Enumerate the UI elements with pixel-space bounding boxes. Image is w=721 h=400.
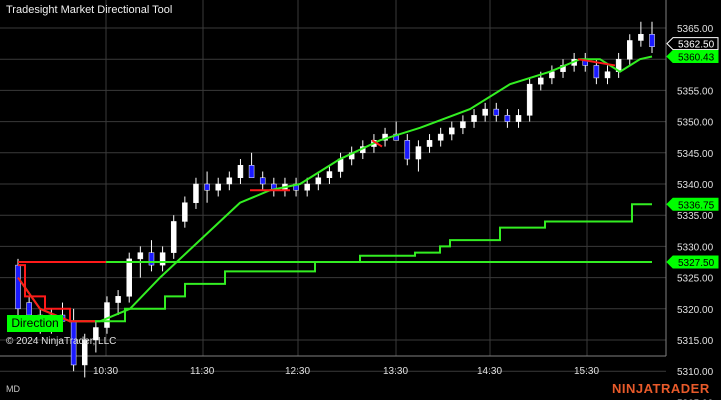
candle-body xyxy=(526,83,533,116)
price-label-text: 5362.50 xyxy=(678,40,715,51)
candle-body xyxy=(215,183,221,191)
footer-label: MD xyxy=(6,384,20,394)
price-label-marker xyxy=(666,197,719,211)
candle-body xyxy=(482,108,488,116)
candle-body xyxy=(460,121,466,129)
direction-button[interactable]: Direction xyxy=(7,315,63,332)
price-label-text: 5360.43 xyxy=(678,53,715,64)
candle-body xyxy=(638,33,644,41)
candle-body xyxy=(126,258,132,297)
candle-body xyxy=(226,177,233,185)
candle-body xyxy=(404,140,411,160)
candle-body xyxy=(115,296,121,303)
candle-body xyxy=(81,339,88,366)
candle-body xyxy=(193,183,199,203)
candle-body xyxy=(170,221,177,253)
ma-red-segment xyxy=(577,58,616,67)
x-tick-label: 14:30 xyxy=(477,366,502,377)
y-tick-label: 5350.00 xyxy=(677,118,714,129)
candle-body xyxy=(627,40,633,60)
x-tick-label: 15:30 xyxy=(574,366,599,377)
candle-body xyxy=(248,165,255,179)
candle-body xyxy=(538,77,544,85)
candle-body xyxy=(15,264,21,310)
candle-body xyxy=(304,183,310,191)
candle-body xyxy=(259,177,266,185)
candle-body xyxy=(237,165,244,179)
candle-body xyxy=(604,71,611,79)
trailing-stop-line xyxy=(95,203,652,323)
candle-body xyxy=(137,252,144,260)
candle-body xyxy=(326,171,333,179)
candle-body xyxy=(449,127,455,135)
y-tick-label: 5365.00 xyxy=(677,24,714,35)
chart-title: Tradesight Market Directional Tool xyxy=(6,4,173,16)
y-tick-label: 5355.00 xyxy=(677,86,714,97)
ninjatrader-logo: NINJATRADER xyxy=(612,381,710,396)
moving-average-line xyxy=(17,55,653,323)
candle-body xyxy=(493,108,500,116)
candle-body xyxy=(393,133,399,141)
x-tick-label: 13:30 xyxy=(383,366,408,377)
candle-body xyxy=(104,302,110,328)
x-tick-label: 11:30 xyxy=(190,366,215,377)
copyright-text: © 2024 NinjaTrader, LLC xyxy=(6,336,117,347)
y-tick-label: 5315.00 xyxy=(677,336,714,347)
candle-body xyxy=(93,327,99,341)
y-tick-label: 5310.00 xyxy=(677,367,714,378)
candle-body xyxy=(437,133,444,141)
candle-body xyxy=(471,115,477,122)
price-label-text: 5336.75 xyxy=(678,200,715,211)
price-label-marker xyxy=(666,37,719,51)
y-tick-label: 5305.00 xyxy=(677,398,714,400)
candle-body xyxy=(504,115,511,122)
trail-red-segment xyxy=(18,264,95,323)
candle-body xyxy=(593,65,600,79)
candle-body xyxy=(426,140,433,147)
x-tick-label: 12:30 xyxy=(285,366,310,377)
price-label-marker xyxy=(666,255,719,269)
candle-body xyxy=(649,33,655,47)
price-label-marker xyxy=(666,50,719,64)
y-tick-label: 5335.00 xyxy=(677,211,714,222)
candle-body xyxy=(182,202,188,222)
candle-body xyxy=(515,115,522,122)
candle-body xyxy=(159,252,166,266)
y-tick-label: 5320.00 xyxy=(677,305,714,316)
candle-body xyxy=(148,252,155,266)
ma-red-segment xyxy=(371,139,383,148)
x-tick-label: 10:30 xyxy=(93,366,118,377)
y-tick-label: 5325.00 xyxy=(677,274,714,285)
candle-body xyxy=(204,183,210,191)
y-tick-label: 5340.00 xyxy=(677,180,714,191)
candle-body xyxy=(26,302,32,316)
price-label-text: 5327.50 xyxy=(678,258,715,269)
candle-body xyxy=(415,146,422,160)
candle-body xyxy=(315,177,322,185)
y-tick-label: 5330.00 xyxy=(677,242,714,253)
y-tick-label: 5345.00 xyxy=(677,149,714,160)
